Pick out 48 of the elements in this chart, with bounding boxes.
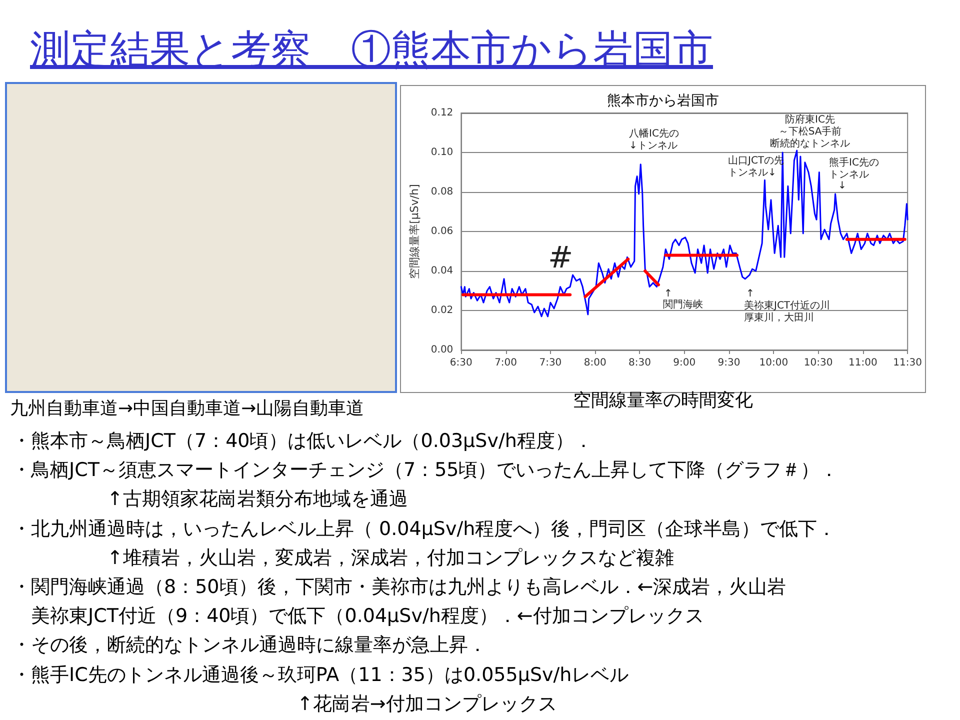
x-tick-label: 7:30 [539,358,562,368]
x-tick-label: 8:00 [584,358,606,368]
text: ↑古期領家花崗岩類分布地域を通過 [106,487,409,512]
y-tick-label: 0.02 [430,305,454,316]
annotation: 熊手IC先の [829,156,879,168]
x-tick-label: 11:00 [848,358,878,368]
x-tick-label: 7:00 [494,358,518,368]
annotation: 八幡IC先の [629,128,679,140]
y-tick-label: 0.08 [430,186,454,198]
text: 空間線量率の時間変化 [572,389,754,413]
y-tick-label: 0.00 [430,344,454,356]
annotation: 厚東川，大田川 [744,312,814,324]
x-tick-label: 9:00 [673,358,696,368]
annotation: ↓トンネル [629,140,678,152]
y-tick-label: 0.04 [430,266,454,276]
text: ・関門海峡通過（8：50頃）後，下関市・美祢市は九州よりも高レベル．←深成岩，火山岩 [12,575,788,600]
x-tick-label: 10:00 [759,358,788,368]
chart-title: 測定結果と考察 ①熊本市から岩国市 [30,27,713,74]
x-tick-label: 10:30 [804,358,833,368]
text: ・鳥栖JCT～須恵スマートインターチェンジ（7：55頃）でいったん上昇して下降（グラフ＃）． [12,458,839,484]
text: ・熊本市～鳥栖JCT（7：40頃）は低いレベル（0.03μSv/h程度）． [12,429,594,454]
text: ↑堆積岩，火山岩，変成岩，深成岩，付加コンプレックスなど複雑 [106,546,675,571]
x-tick-label: 9:30 [718,358,740,368]
annotation: 断続的なトンネル [770,138,850,150]
x-tick-label: 8:30 [628,358,651,368]
annotation: ↑ [664,288,672,300]
x-tick-label: 6:30 [450,358,472,368]
annotation: トンネル [829,170,869,180]
annotation: # [548,240,574,276]
y-axis-title: 空間線量率[μSv/h] [408,184,421,279]
text: ・北九州通過時は，いったんレベル上昇（ 0.04μSv/h程度へ）後，門司区（企球半島）で低下． [12,516,838,542]
text: ・熊手IC先のトンネル通過後～玖珂PA（11：35）は0.055μSv/hレベル [12,662,630,688]
annotation: トンネル↓ [728,168,776,178]
annotation: 美祢東JCT付近の川 [744,300,830,312]
annotation: 防府東IC先 [785,114,835,126]
text: ・その後，断続的なトンネル通過時に線量率が急上昇． [12,633,488,658]
y-tick-label: 0.12 [430,108,454,118]
annotation: ～下松SA手前 [778,126,842,138]
y-tick-label: 0.06 [430,226,454,237]
text: 九州自動車道→中国自動車道→山陽自動車道 [10,397,364,421]
text: 美祢東JCT付近（9：40頃）で低下（0.04μSv/h程度）．←付加コンプレックス [30,604,705,630]
annotation: ↓ [838,180,846,192]
chart-subtitle: 熊本市から岩国市 [607,93,719,109]
y-tick-label: 0.10 [430,147,454,158]
text: ↑花崗岩→付加コンプレックス [296,692,558,717]
x-tick-label: 11:30 [893,358,922,368]
annotation: 関門海峡 [663,298,703,310]
annotation: ↑ [746,288,754,300]
